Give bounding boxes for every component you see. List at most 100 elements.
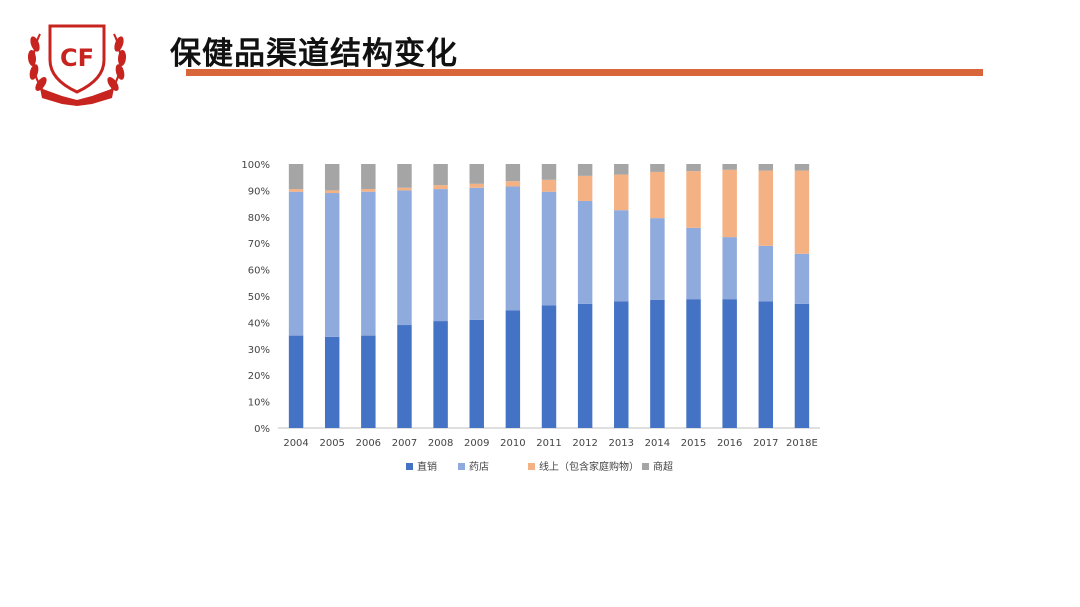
bar-segment bbox=[397, 164, 412, 188]
bar-segment bbox=[722, 299, 737, 428]
bar-segment bbox=[614, 301, 629, 428]
bar-segment bbox=[758, 245, 774, 302]
y-tick-label: 70% bbox=[248, 239, 270, 250]
bar-segment bbox=[758, 164, 774, 171]
y-tick-label: 90% bbox=[248, 186, 270, 197]
bar-segment bbox=[288, 189, 304, 192]
bar-segment bbox=[686, 164, 701, 172]
x-tick-label: 2014 bbox=[645, 438, 670, 449]
ribbon-icon bbox=[40, 88, 114, 106]
bar-segment bbox=[361, 335, 376, 428]
bar-segment bbox=[614, 164, 629, 175]
bar-segment bbox=[577, 200, 593, 304]
bar-segment bbox=[361, 191, 376, 336]
bar-segment bbox=[722, 237, 737, 300]
bar-segment bbox=[686, 299, 701, 428]
y-tick-label: 0% bbox=[254, 424, 270, 435]
laurel-right-icon bbox=[107, 33, 127, 93]
legend-swatch bbox=[458, 463, 465, 470]
cf-logo: CF bbox=[22, 14, 132, 106]
bar-segment bbox=[650, 164, 665, 172]
bar-segment bbox=[614, 174, 629, 211]
bar-segment bbox=[541, 179, 557, 192]
x-tick-label: 2007 bbox=[392, 438, 417, 449]
bar-segment bbox=[650, 299, 665, 428]
bar-segment bbox=[288, 164, 304, 190]
bar-segment bbox=[324, 336, 340, 428]
x-tick-label: 2006 bbox=[356, 438, 381, 449]
x-tick-label: 2008 bbox=[428, 438, 453, 449]
legend-label: 直销 bbox=[417, 460, 437, 473]
bar-segment bbox=[361, 164, 376, 190]
bar-segment bbox=[324, 164, 340, 191]
x-tick-label: 2010 bbox=[500, 438, 525, 449]
y-tick-label: 20% bbox=[248, 371, 270, 382]
chart-panel: 0% 10% 20% 30% 40% 50% 60% 70% 80% 90% 100% 2004 200… bbox=[230, 148, 830, 488]
logo-text: CF bbox=[60, 44, 94, 72]
bar-segment bbox=[288, 191, 304, 336]
x-tick-label: 2013 bbox=[609, 438, 634, 449]
y-tick-label: 30% bbox=[248, 345, 270, 356]
bar-segment bbox=[397, 187, 412, 191]
bar-segment bbox=[469, 183, 484, 188]
bar-segment bbox=[577, 303, 593, 428]
bar-segment bbox=[433, 185, 448, 190]
x-tick-label: 2018E bbox=[786, 438, 818, 449]
x-tick-label: 2011 bbox=[536, 438, 561, 449]
bar-segment bbox=[794, 253, 810, 304]
legend-label: 商超 bbox=[653, 460, 673, 473]
bar-segment bbox=[469, 187, 484, 320]
x-tick-label: 2009 bbox=[464, 438, 489, 449]
bar-segment bbox=[541, 305, 557, 428]
bar-segment bbox=[577, 164, 593, 176]
bar-segment bbox=[650, 171, 665, 219]
y-tick-label: 80% bbox=[248, 213, 270, 224]
legend-swatch bbox=[406, 463, 413, 470]
title-underline bbox=[186, 69, 983, 76]
y-tick-label: 60% bbox=[248, 266, 270, 277]
bar-segment bbox=[505, 164, 521, 182]
x-tick-label: 2012 bbox=[572, 438, 597, 449]
stacked-bar-chart: 0% 10% 20% 30% 40% 50% 60% 70% 80% 90% 100% 2004 200… bbox=[241, 160, 820, 473]
bar-segment bbox=[288, 335, 304, 428]
bar-segment bbox=[469, 319, 484, 428]
bar-segment bbox=[397, 325, 412, 428]
y-tick-label: 10% bbox=[248, 398, 270, 409]
bar-segment bbox=[433, 164, 448, 186]
bar-segment bbox=[794, 170, 810, 254]
x-tick-label: 2005 bbox=[319, 438, 344, 449]
bar-segment bbox=[541, 191, 557, 306]
legend-label: 线上（包含家庭购物） bbox=[539, 460, 639, 473]
bar-segment bbox=[722, 169, 737, 238]
bar-segment bbox=[397, 190, 412, 326]
bar-segment bbox=[686, 171, 701, 228]
bar-segment bbox=[722, 164, 737, 170]
page-title: 保健品渠道结构变化 bbox=[170, 36, 458, 72]
bar-segment bbox=[324, 190, 340, 194]
y-tick-label: 100% bbox=[241, 160, 270, 171]
bar-segment bbox=[324, 193, 340, 337]
bar-segment bbox=[361, 189, 376, 192]
x-tick-label: 2015 bbox=[681, 438, 706, 449]
shield-icon bbox=[48, 24, 106, 94]
bar-segment bbox=[469, 164, 484, 184]
bar-segment bbox=[433, 321, 448, 428]
bar-segment bbox=[758, 170, 774, 246]
y-tick-label: 50% bbox=[248, 292, 270, 303]
legend-swatch bbox=[528, 463, 535, 470]
laurel-left-icon bbox=[27, 33, 47, 93]
bar-segment bbox=[541, 164, 557, 180]
x-tick-label: 2017 bbox=[753, 438, 778, 449]
bar-segment bbox=[758, 301, 774, 428]
bar-segment bbox=[614, 210, 629, 302]
legend-label: 药店 bbox=[469, 460, 489, 473]
bar-segment bbox=[794, 303, 810, 428]
bar-segment bbox=[505, 310, 521, 428]
x-tick-label: 2016 bbox=[717, 438, 742, 449]
x-tick-label: 2004 bbox=[283, 438, 308, 449]
bar-segment bbox=[686, 227, 701, 300]
bar-segment bbox=[505, 181, 521, 187]
bar-segment bbox=[577, 175, 593, 201]
y-tick-label: 40% bbox=[248, 318, 270, 329]
legend-swatch bbox=[642, 463, 649, 470]
